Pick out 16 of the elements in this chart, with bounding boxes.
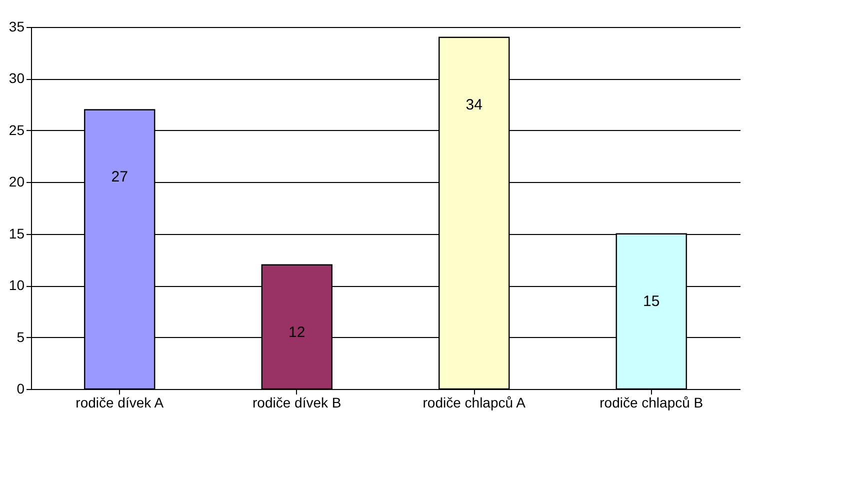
data-label: 15 bbox=[643, 292, 660, 310]
y-tick-label: 0 bbox=[16, 380, 25, 396]
x-tick-label: rodiče chlapců B bbox=[600, 394, 704, 410]
y-tick-label: 30 bbox=[8, 70, 25, 86]
y-tick-label: 5 bbox=[16, 328, 25, 345]
y-tick-label: 20 bbox=[8, 174, 25, 190]
x-tick-label: rodiče chlapců A bbox=[422, 394, 526, 410]
x-tick-label: rodiče dívek A bbox=[76, 394, 164, 410]
y-tick-label: 25 bbox=[8, 122, 25, 138]
data-label: 34 bbox=[466, 96, 482, 114]
data-label: 12 bbox=[288, 324, 306, 341]
y-tick-label: 35 bbox=[8, 18, 25, 34]
x-tick-label: rodiče dívek B bbox=[252, 394, 342, 410]
y-tick-label: 15 bbox=[8, 225, 25, 242]
y-tick-label: 10 bbox=[8, 277, 25, 294]
data-label: 27 bbox=[111, 168, 128, 186]
